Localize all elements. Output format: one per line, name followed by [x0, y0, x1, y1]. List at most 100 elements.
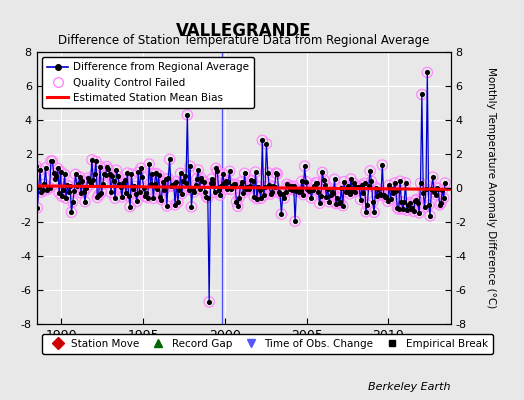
Point: [51, 176, 59, 183]
Point: [334, 200, 343, 206]
Point: [441, 180, 449, 186]
Point: [253, 196, 261, 202]
Point: [59, 187, 68, 193]
Point: [277, 211, 286, 217]
Point: [52, 173, 61, 179]
Point: [339, 202, 347, 209]
Point: [242, 186, 250, 192]
Point: [324, 186, 332, 192]
Point: [84, 175, 92, 182]
Point: [53, 165, 62, 172]
Point: [204, 194, 212, 201]
Point: [216, 192, 224, 198]
Point: [392, 188, 400, 194]
Point: [255, 187, 264, 194]
Point: [430, 189, 439, 195]
Point: [382, 193, 390, 200]
Point: [295, 189, 303, 195]
Point: [209, 180, 217, 186]
Point: [238, 178, 246, 185]
Point: [105, 170, 114, 177]
Point: [343, 186, 351, 192]
Point: [280, 195, 288, 201]
Point: [144, 194, 152, 201]
Point: [36, 167, 45, 174]
Point: [163, 203, 171, 209]
Point: [208, 176, 216, 182]
Point: [114, 173, 122, 180]
Point: [252, 169, 260, 175]
Point: [121, 177, 129, 183]
Point: [182, 180, 190, 186]
Point: [386, 196, 395, 202]
Point: [393, 205, 401, 211]
Point: [35, 184, 43, 191]
Point: [99, 181, 107, 187]
Point: [108, 173, 116, 180]
Point: [101, 172, 110, 178]
Point: [41, 165, 50, 171]
Point: [433, 185, 441, 191]
Point: [126, 204, 134, 210]
Point: [331, 176, 339, 182]
Point: [279, 190, 287, 197]
Point: [340, 178, 348, 185]
Point: [53, 165, 62, 172]
Point: [209, 180, 217, 186]
Point: [225, 168, 234, 174]
Point: [173, 199, 182, 206]
Point: [276, 190, 284, 197]
Point: [164, 175, 172, 182]
Point: [57, 168, 65, 175]
Point: [204, 194, 212, 201]
Point: [268, 189, 276, 195]
Point: [67, 209, 75, 216]
Point: [318, 169, 326, 176]
Point: [137, 165, 145, 172]
Point: [74, 181, 82, 187]
Point: [404, 201, 412, 208]
Point: [118, 194, 126, 200]
Point: [375, 191, 384, 197]
Point: [193, 176, 201, 182]
Point: [367, 178, 376, 184]
Point: [418, 91, 426, 98]
Point: [293, 186, 302, 193]
Point: [132, 190, 140, 197]
Point: [408, 205, 417, 211]
Point: [389, 189, 397, 196]
Point: [254, 184, 263, 190]
Point: [366, 168, 374, 174]
Point: [332, 200, 340, 207]
Point: [292, 188, 301, 194]
Point: [337, 185, 346, 191]
Point: [221, 178, 230, 184]
Point: [426, 213, 434, 219]
Point: [220, 180, 228, 187]
Point: [70, 188, 79, 194]
Point: [258, 137, 267, 144]
Point: [389, 189, 397, 196]
Point: [69, 199, 77, 205]
Point: [287, 183, 295, 190]
Point: [220, 180, 228, 187]
Point: [317, 192, 325, 199]
Point: [356, 196, 365, 203]
Text: VALLEGRANDE: VALLEGRANDE: [176, 22, 311, 40]
Point: [134, 169, 143, 176]
Point: [429, 174, 437, 180]
Point: [288, 186, 297, 193]
Point: [399, 206, 407, 212]
Point: [105, 170, 114, 177]
Point: [321, 182, 329, 188]
Point: [108, 173, 116, 180]
Point: [96, 163, 104, 170]
Point: [253, 196, 261, 202]
Point: [314, 188, 322, 195]
Point: [211, 189, 219, 196]
Point: [86, 181, 95, 188]
Point: [177, 170, 185, 176]
Point: [415, 210, 423, 216]
Point: [347, 176, 355, 182]
Point: [310, 183, 319, 189]
